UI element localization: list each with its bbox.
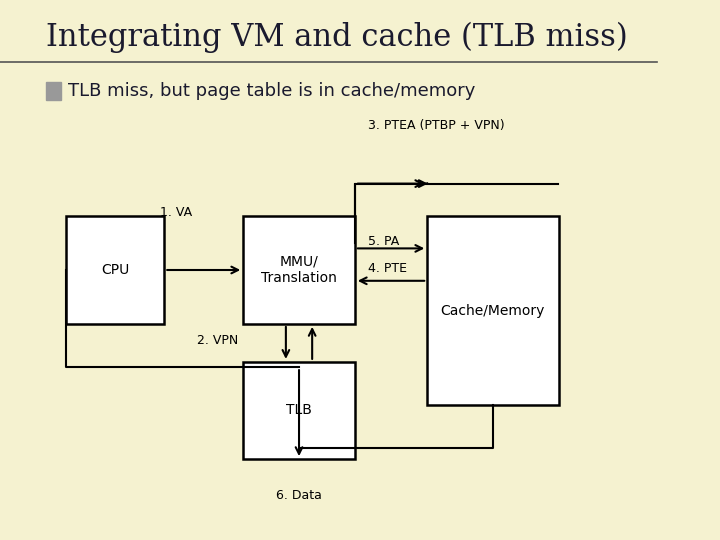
Text: 5. PA: 5. PA bbox=[368, 235, 400, 248]
Text: 2. VPN: 2. VPN bbox=[197, 334, 238, 347]
Text: CPU: CPU bbox=[101, 263, 129, 277]
Text: Integrating VM and cache (TLB miss): Integrating VM and cache (TLB miss) bbox=[46, 22, 628, 53]
Text: 4. PTE: 4. PTE bbox=[368, 262, 407, 275]
Text: TLB miss, but page table is in cache/memory: TLB miss, but page table is in cache/mem… bbox=[68, 82, 475, 100]
Bar bbox=[427, 216, 559, 405]
Bar bbox=[66, 216, 164, 324]
Text: Cache/Memory: Cache/Memory bbox=[441, 303, 545, 318]
Text: 6. Data: 6. Data bbox=[276, 489, 322, 502]
Bar bbox=[243, 362, 355, 459]
Text: TLB: TLB bbox=[286, 403, 312, 417]
Text: 3. PTEA (PTBP + VPN): 3. PTEA (PTBP + VPN) bbox=[368, 119, 505, 132]
Text: MMU/
Translation: MMU/ Translation bbox=[261, 255, 337, 285]
Bar bbox=[243, 216, 355, 324]
Bar bbox=[46, 82, 61, 100]
Text: 1. VA: 1. VA bbox=[160, 206, 192, 219]
